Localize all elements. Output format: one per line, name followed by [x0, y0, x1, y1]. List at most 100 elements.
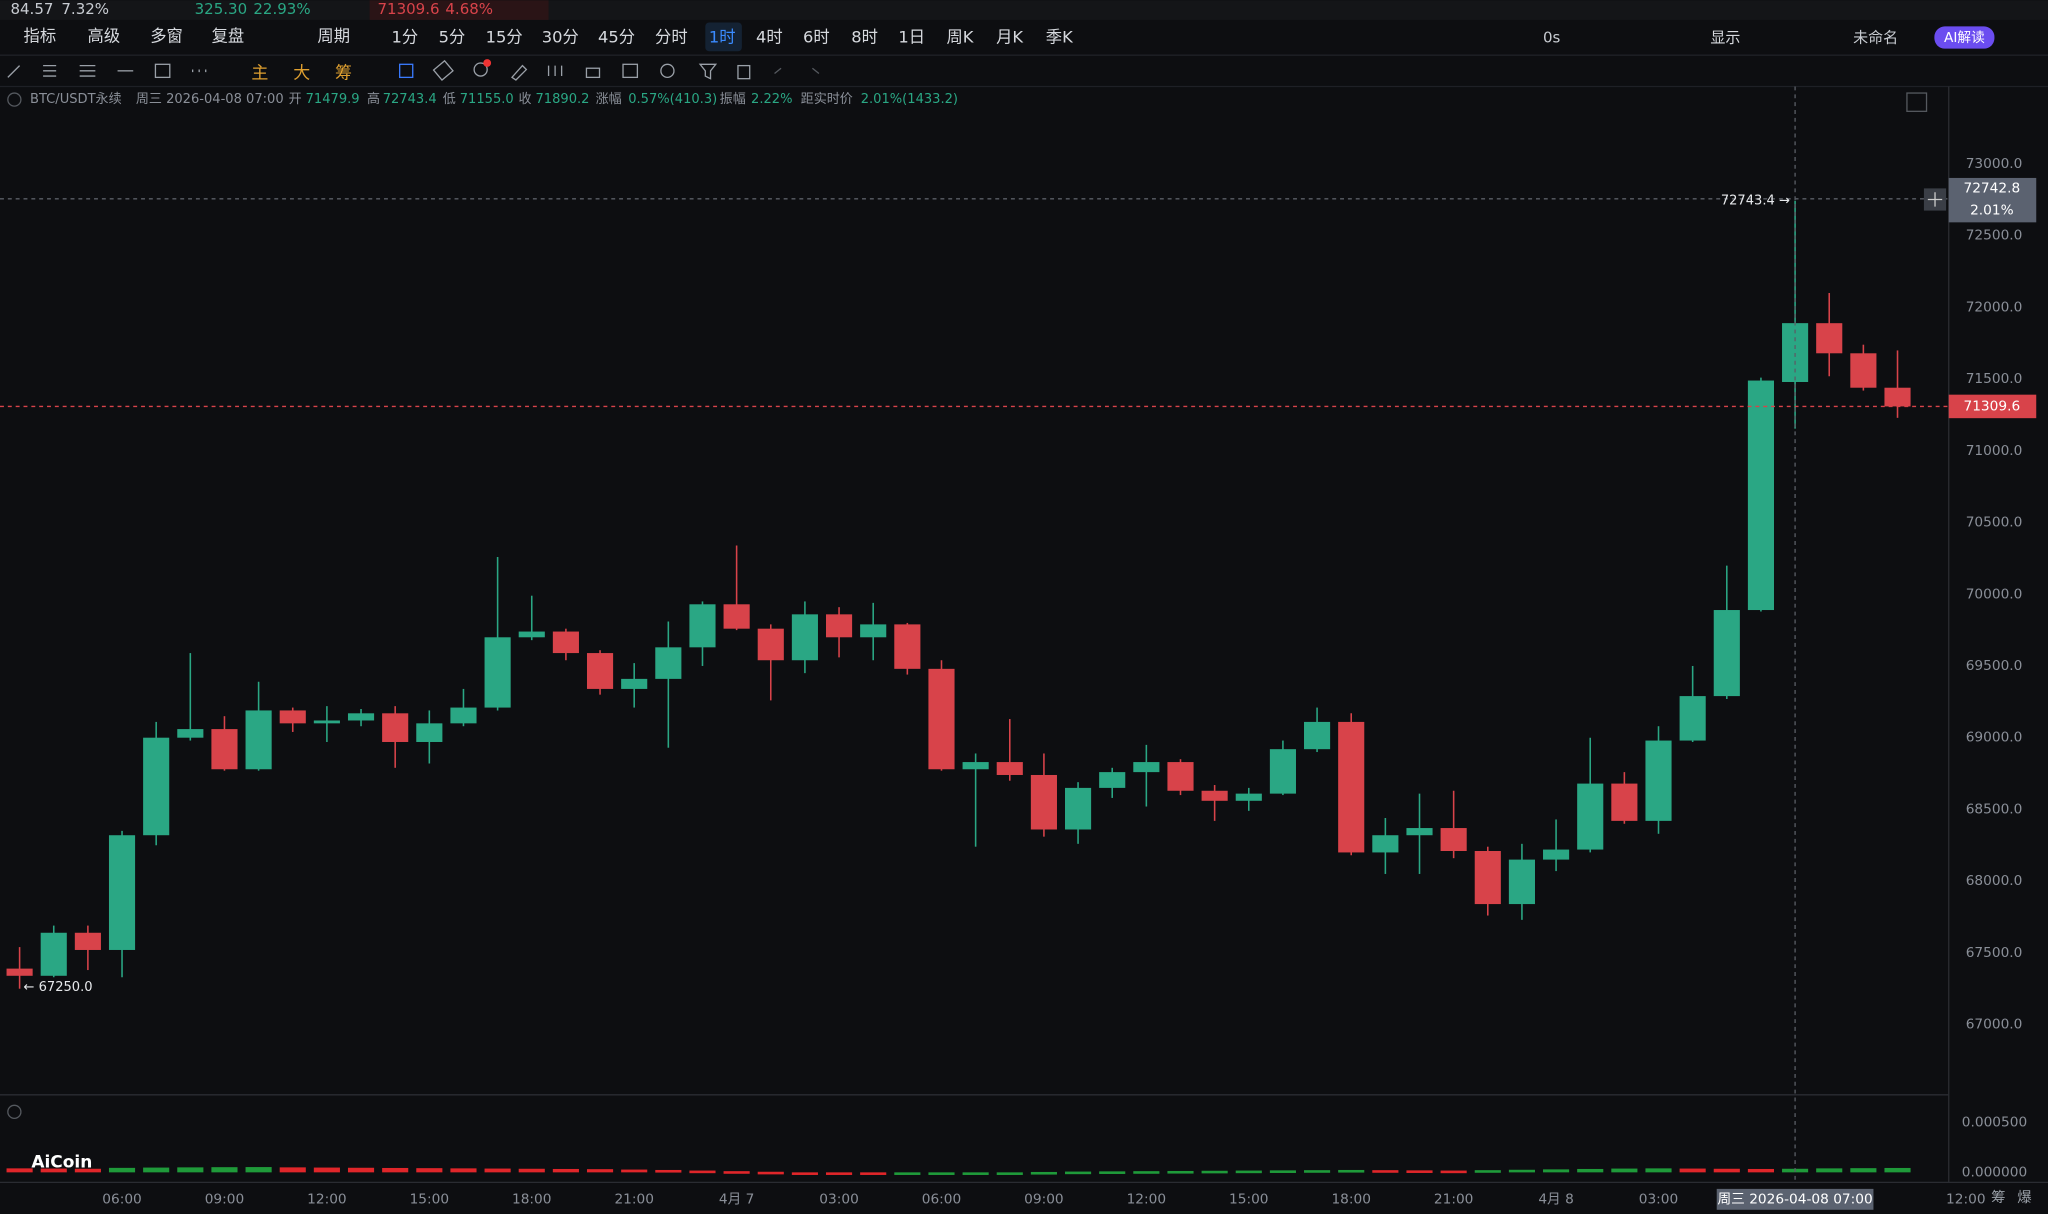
info-text: 2.22%: [751, 92, 792, 107]
candle-body: [1167, 762, 1194, 791]
candle-body: [928, 668, 955, 770]
candle-body: [1201, 790, 1228, 801]
fullscreen-icon[interactable]: [1906, 92, 1928, 112]
candle-body: [1338, 721, 1365, 853]
candle-body: [143, 737, 170, 836]
x-tick-label: 12:00: [1127, 1191, 1167, 1207]
tool-hide[interactable]: [622, 63, 639, 79]
indicator-toggle[interactable]: [7, 1104, 22, 1119]
y-tick-label: 71000.0: [1966, 443, 2023, 459]
tool-lock[interactable]: [585, 67, 601, 79]
tool-rect[interactable]: [154, 63, 171, 79]
period-button: 1分: [392, 28, 419, 47]
tool-channel[interactable]: [79, 64, 96, 77]
info-text: 0.57%(410.3): [628, 92, 717, 107]
tool-hlines[interactable]: [43, 64, 57, 77]
tool-bars[interactable]: [547, 65, 563, 77]
indicator-tick-label: 0.000500: [1962, 1114, 2027, 1130]
candle-body: [1474, 851, 1501, 905]
corner-button: 筹: [1991, 1189, 2005, 1206]
indicator-bar: [996, 1172, 1023, 1175]
info-toggle[interactable]: [7, 92, 22, 107]
indicator-bar: [586, 1169, 614, 1173]
tool-zoom[interactable]: [473, 62, 488, 77]
candle-body: [1440, 828, 1467, 852]
toolbar-button: 多窗: [150, 26, 183, 45]
candle-body: [1816, 323, 1843, 354]
candle-body: [1611, 783, 1638, 821]
candle-body: [40, 932, 67, 976]
info-text: 开: [289, 92, 302, 107]
tool-undo-redo[interactable]: [774, 67, 820, 74]
info-text: 低: [443, 92, 456, 107]
indicator-bar: [1747, 1168, 1775, 1173]
toolbar-button: 0s: [1543, 29, 1561, 47]
indicator-bar: [1099, 1171, 1126, 1174]
candle-body: [791, 614, 818, 661]
tool-delete[interactable]: [737, 64, 751, 80]
indicator-bar: [1713, 1168, 1740, 1173]
x-tick-label: 06:00: [922, 1191, 962, 1207]
indicator-bar: [518, 1168, 545, 1173]
tool-pen[interactable]: [511, 64, 528, 81]
indicator-bar: [1167, 1170, 1194, 1174]
x-tick-label: 12:00: [307, 1191, 347, 1207]
period-button: 月K: [996, 28, 1024, 47]
indicator-bar: [347, 1167, 375, 1173]
indicator-bar: [1508, 1169, 1535, 1173]
indicator-bar: [894, 1172, 921, 1175]
indicator-bar: [450, 1168, 477, 1173]
indicator-bar: [860, 1172, 887, 1175]
x-tick-label: 03:00: [819, 1191, 859, 1207]
candle-body: [552, 631, 579, 654]
indicator-bar: [245, 1167, 272, 1173]
tool-select[interactable]: [399, 63, 414, 79]
ai-button-bg[interactable]: [1934, 26, 1995, 49]
x-tick-label: 03:00: [1639, 1191, 1679, 1207]
indicator-bar: [825, 1172, 853, 1175]
tool-magnet[interactable]: [660, 63, 675, 79]
indicator-bar: [1611, 1168, 1638, 1173]
y-tick-label: 72000.0: [1966, 299, 2023, 315]
indicator-bar: [1235, 1170, 1262, 1174]
logo: AiCoin: [31, 1153, 92, 1173]
candle-body: [177, 729, 204, 738]
candle-body: [1884, 387, 1911, 407]
indicator-bar: [1406, 1170, 1433, 1173]
candle-body: [518, 631, 545, 638]
toolbar-button: 周期: [317, 26, 350, 45]
y-tick-label: 67500.0: [1966, 945, 2023, 961]
drawing-tools: [7, 59, 1928, 1119]
indicator-bar: [1269, 1170, 1296, 1173]
x-tick-label: 18:00: [1331, 1191, 1371, 1207]
period-button: 45分: [598, 28, 635, 47]
y-tick-label: 69500.0: [1966, 658, 2023, 674]
indicator-bar: [723, 1171, 750, 1174]
info-text: 距实时价: [801, 92, 853, 107]
indicator-bar: [962, 1172, 989, 1175]
y-tick-label: 68500.0: [1966, 801, 2023, 817]
candle-body: [1304, 721, 1331, 750]
candle-body: [211, 729, 238, 770]
corner-button: 爆: [2017, 1189, 2032, 1206]
candle-body: [1406, 828, 1433, 836]
tool-filter[interactable]: [698, 63, 718, 80]
period-button: 分时: [655, 28, 688, 47]
info-text: 振幅: [720, 92, 746, 107]
y-tick-label: 72500.0: [1966, 228, 2023, 244]
indicator-bar: [313, 1167, 340, 1173]
period-button: 4时: [756, 28, 783, 47]
tool-line[interactable]: [7, 65, 21, 78]
ticker-value: 71309.6: [377, 0, 439, 18]
indicator-bar: [1850, 1168, 1877, 1173]
period-button: 30分: [542, 28, 579, 47]
x-tick-label: 21:00: [1434, 1191, 1474, 1207]
y-tick-label: 69000.0: [1966, 730, 2023, 746]
indicator-bar: [1372, 1170, 1399, 1173]
candle-body: [1030, 774, 1057, 830]
candle-body: [1577, 783, 1604, 850]
tool-ruler[interactable]: [432, 59, 454, 81]
indicator-bar: [279, 1167, 306, 1173]
info-text: 71890.2: [536, 92, 590, 107]
overlay-button: 筹: [335, 63, 352, 83]
